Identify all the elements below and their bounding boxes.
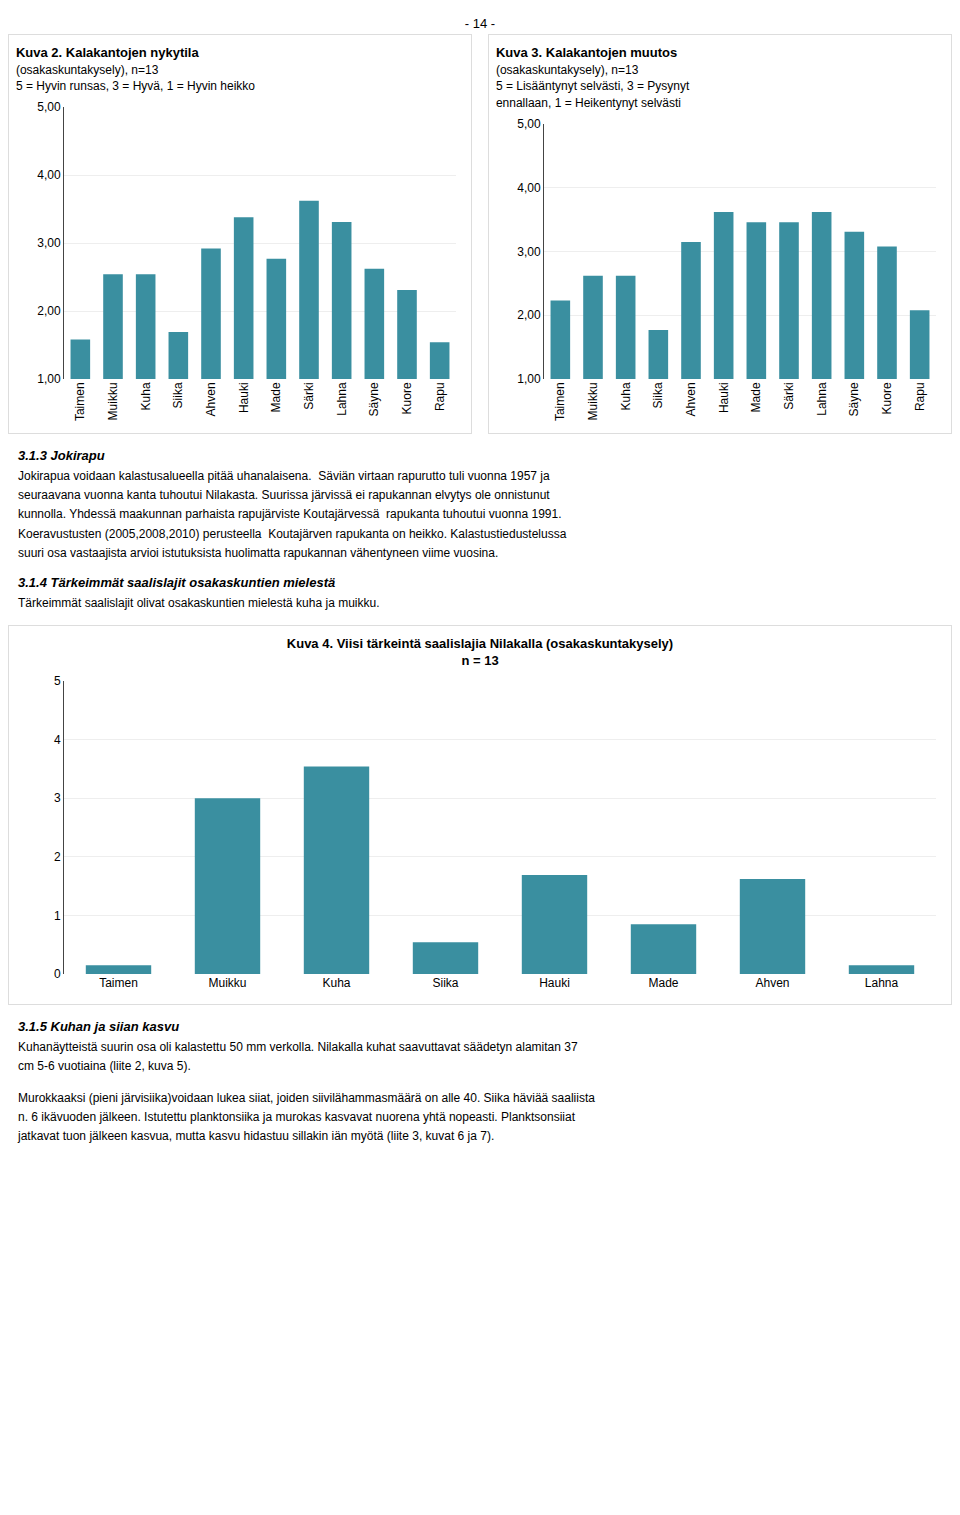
svg-text:Made: Made bbox=[648, 976, 678, 990]
svg-text:Kuha: Kuha bbox=[619, 382, 633, 410]
svg-text:Säyne: Säyne bbox=[367, 382, 381, 416]
svg-text:Kuva 2. Kalakantojen nykytila(: Kuva 2. Kalakantojen nykytila(osakaskunt… bbox=[16, 45, 255, 94]
html-text:3.1.4 Tärkeimmät saalislajit o: 3.1.4 Tärkeimmät saalislajit osakaskunti… bbox=[18, 574, 336, 590]
svg-text:3: 3 bbox=[54, 792, 61, 806]
svg-text:Hauki: Hauki bbox=[237, 382, 251, 413]
svg-text:Lahna: Lahna bbox=[865, 976, 899, 990]
svg-text:0: 0 bbox=[54, 967, 61, 981]
svg-text:Kuore: Kuore bbox=[880, 382, 894, 414]
svg-text:2,00: 2,00 bbox=[517, 308, 541, 322]
svg-text:Siika: Siika bbox=[171, 382, 185, 408]
svg-text:3,00: 3,00 bbox=[37, 236, 61, 250]
svg-text:Siika: Siika bbox=[432, 976, 458, 990]
svg-text:Muikku: Muikku bbox=[106, 382, 120, 420]
svg-text:4: 4 bbox=[54, 733, 61, 747]
svg-text:Taimen: Taimen bbox=[73, 382, 87, 421]
svg-text:Siika: Siika bbox=[651, 382, 665, 408]
html-text:Jokirapua voidaan kalastusalue: Jokirapua voidaan kalastusalueella pitää… bbox=[18, 469, 567, 560]
svg-text:Taimen: Taimen bbox=[99, 976, 138, 990]
html-text:- 14 -: - 14 - bbox=[464, 16, 496, 31]
svg-text:Lahna: Lahna bbox=[335, 382, 349, 416]
svg-text:4,00: 4,00 bbox=[517, 181, 541, 195]
svg-text:Säyne: Säyne bbox=[847, 382, 861, 416]
svg-text:Ahven: Ahven bbox=[204, 382, 218, 416]
svg-text:3,00: 3,00 bbox=[517, 245, 541, 259]
svg-text:1,00: 1,00 bbox=[517, 372, 541, 386]
svg-text:Ahven: Ahven bbox=[684, 382, 698, 416]
svg-text:5,00: 5,00 bbox=[37, 100, 61, 114]
html-text:Murokkaaksi (pieni järvisiika): Murokkaaksi (pieni järvisiika)voidaan lu… bbox=[18, 1090, 595, 1143]
html-text:3.1.3 Jokirapu: 3.1.3 Jokirapu bbox=[18, 448, 105, 463]
html-text:Kuhanäytteistä suurin osa oli: Kuhanäytteistä suurin osa oli kalastettu… bbox=[18, 1040, 578, 1074]
svg-text:Rapu: Rapu bbox=[913, 382, 927, 411]
svg-text:Kuha: Kuha bbox=[139, 382, 153, 410]
svg-text:Särki: Särki bbox=[302, 382, 316, 409]
html-text:3.1.5 Kuhan ja siian kasvu: 3.1.5 Kuhan ja siian kasvu bbox=[18, 1019, 180, 1035]
svg-text:Särki: Särki bbox=[782, 382, 796, 409]
svg-text:Hauki: Hauki bbox=[717, 382, 731, 413]
svg-text:4,00: 4,00 bbox=[37, 168, 61, 182]
svg-text:1: 1 bbox=[54, 909, 61, 923]
html-text:Tärkeimmät saalislajit olivat: Tärkeimmät saalislajit olivat osakaskunt… bbox=[18, 595, 380, 610]
svg-text:Rapu: Rapu bbox=[433, 382, 447, 411]
svg-text:Taimen: Taimen bbox=[553, 382, 567, 421]
svg-text:Kuore: Kuore bbox=[400, 382, 414, 414]
svg-text:Muikku: Muikku bbox=[586, 382, 600, 420]
svg-text:2,00: 2,00 bbox=[37, 304, 61, 318]
svg-text:Made: Made bbox=[749, 382, 763, 412]
svg-text:1,00: 1,00 bbox=[37, 372, 61, 386]
svg-text:Made: Made bbox=[269, 382, 283, 412]
svg-text:Kuha: Kuha bbox=[322, 976, 350, 990]
svg-text:Ahven: Ahven bbox=[755, 976, 789, 990]
svg-text:5,00: 5,00 bbox=[517, 117, 541, 131]
svg-text:2: 2 bbox=[54, 850, 61, 864]
svg-text:Muikku: Muikku bbox=[208, 976, 246, 990]
svg-text:Lahna: Lahna bbox=[815, 382, 829, 416]
svg-text:Kuva 4. Viisi tärkeintä saalis: Kuva 4. Viisi tärkeintä saalislajia Nila… bbox=[287, 636, 673, 668]
svg-text:5: 5 bbox=[54, 674, 61, 688]
svg-text:Hauki: Hauki bbox=[539, 976, 570, 990]
svg-text:Kuva 3. Kalakantojen muutos(os: Kuva 3. Kalakantojen muutos(osakaskuntak… bbox=[496, 45, 690, 111]
